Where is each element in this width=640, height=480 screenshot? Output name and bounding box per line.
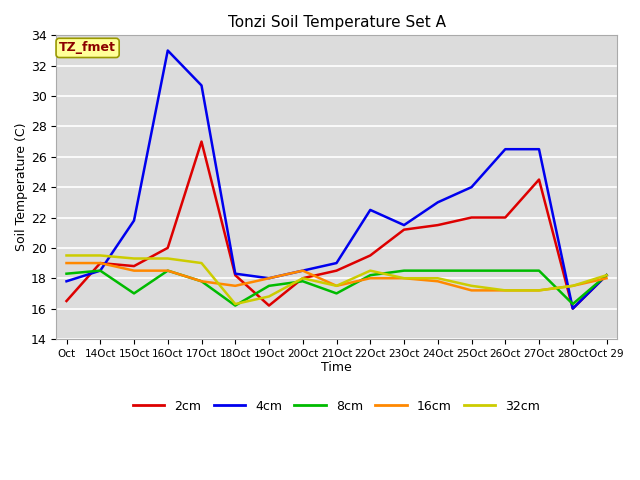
Title: Tonzi Soil Temperature Set A: Tonzi Soil Temperature Set A xyxy=(227,15,445,30)
X-axis label: Time: Time xyxy=(321,361,352,374)
Y-axis label: Soil Temperature (C): Soil Temperature (C) xyxy=(15,123,28,252)
Legend: 2cm, 4cm, 8cm, 16cm, 32cm: 2cm, 4cm, 8cm, 16cm, 32cm xyxy=(128,395,545,418)
Text: TZ_fmet: TZ_fmet xyxy=(59,41,116,54)
